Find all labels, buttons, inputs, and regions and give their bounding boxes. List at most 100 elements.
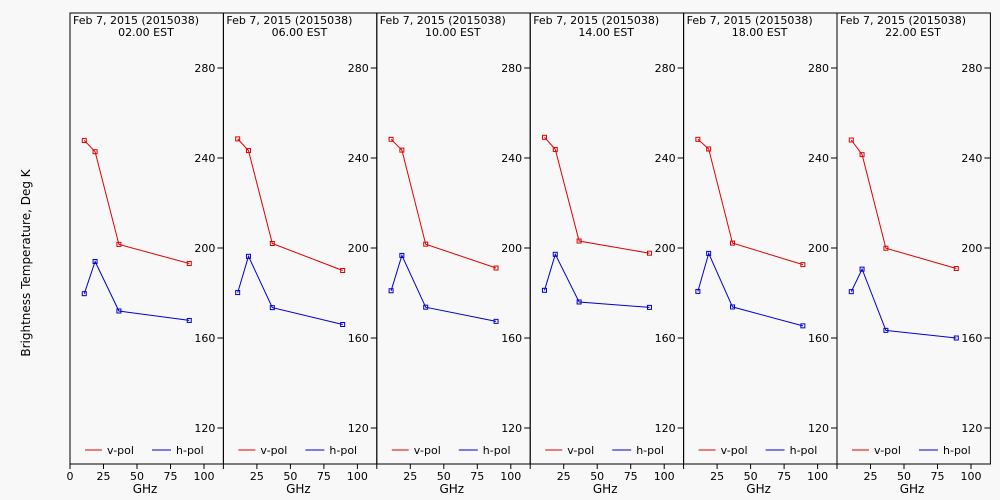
x-tick-label: 25: [710, 470, 724, 483]
v-pol-point: [116, 241, 122, 247]
v-pol-point: [423, 241, 429, 247]
v-pol-line: [544, 136, 650, 254]
panel-date: Feb 7, 2015 (2015038): [73, 14, 199, 27]
h-pol-point: [706, 250, 712, 256]
h-pol-point: [388, 288, 394, 294]
h-pol-line: [83, 260, 190, 321]
y-tick-label: 160: [808, 332, 829, 345]
h-pol-point: [92, 259, 98, 264]
x-tick-label: 50: [897, 470, 911, 483]
h-pol-point: [883, 327, 889, 333]
y-tick-label: 160: [655, 332, 676, 345]
y-tick-label: 120: [348, 422, 369, 435]
panel-time: 22.00 EST: [885, 26, 941, 39]
panel-time: 18.00 EST: [732, 26, 788, 39]
v-pol-point: [340, 268, 346, 273]
y-tick-label: 120: [501, 422, 522, 435]
legend-h-pol-label: h-pol: [483, 444, 511, 457]
legend-v-pol-label: v-pol: [874, 444, 901, 457]
panel-6: Feb 7, 2015 (2015038)22.00 EST 120 160 200 2…: [836, 12, 991, 496]
v-pol-point: [848, 137, 854, 143]
x-tick-label: 25: [864, 470, 878, 483]
x-tick-label: 50: [744, 470, 758, 483]
x-tick-label: 25: [97, 470, 111, 483]
legend-h-pol-label: h-pol: [790, 444, 818, 457]
panel-1: Feb 7, 2015 (2015038)02.00 EST 120 160 200 2…: [67, 12, 224, 496]
h-pol-point: [541, 287, 547, 293]
panels: Feb 7, 2015 (2015038)02.00 EST1201602002…: [67, 12, 991, 496]
panel-2: Feb 7, 2015 (2015038)06.00 EST 120 160 200 2…: [222, 12, 378, 496]
y-tick-label: 240: [501, 152, 522, 165]
panel-4: Feb 7, 2015 (2015038)14.00 EST 120 160 200 2…: [529, 12, 685, 496]
h-pol-line: [390, 253, 497, 322]
legend-v-pol-label: v-pol: [260, 444, 287, 457]
x-tick-label: 75: [931, 470, 945, 483]
x-tick-label: 100: [194, 470, 215, 483]
y-tick-label: 200: [501, 242, 522, 255]
v-pol-point: [706, 146, 712, 152]
y-tick-label: 280: [808, 62, 829, 75]
x-tick-label: 75: [317, 470, 331, 483]
panel-frame: [836, 12, 991, 465]
x-tick-label: 75: [624, 470, 638, 483]
h-pol-point: [269, 305, 275, 311]
h-pol-point: [552, 251, 558, 257]
panel-date: Feb 7, 2015 (2015038): [380, 14, 506, 27]
h-pol-point: [730, 304, 736, 310]
v-pol-point: [859, 152, 865, 158]
v-pol-point: [245, 148, 251, 154]
v-pol-line: [83, 140, 190, 264]
x-tick-label: 100: [500, 470, 521, 483]
v-pol-line: [697, 138, 804, 266]
x-tick-label: 75: [470, 470, 484, 483]
x-tick-label: 50: [590, 470, 604, 483]
v-pol-point: [269, 241, 275, 246]
v-pol-point: [730, 240, 736, 246]
y-tick-label: 200: [194, 242, 215, 255]
y-tick-label: 280: [194, 62, 215, 75]
legend-v-pol-label: v-pol: [107, 444, 134, 457]
v-pol-point: [399, 147, 405, 153]
x-tick-label: 100: [961, 470, 982, 483]
y-tick-label: 240: [961, 152, 982, 165]
v-pol-point: [92, 149, 98, 155]
x-tick-label: 50: [437, 470, 451, 483]
x-tick-label: 100: [654, 470, 675, 483]
panel-date: Feb 7, 2015 (2015038): [687, 14, 813, 27]
x-tick-label: 100: [347, 470, 368, 483]
v-pol-point: [235, 136, 241, 142]
y-tick-label: 120: [194, 422, 215, 435]
panel-time: 10.00 EST: [425, 26, 481, 39]
x-axis-label: GHz: [746, 482, 771, 496]
h-pol-point: [953, 335, 959, 341]
h-pol-point: [81, 291, 87, 297]
v-pol-point: [493, 265, 499, 271]
x-tick-label: 50: [283, 470, 297, 483]
y-tick-label: 280: [655, 62, 676, 75]
v-pol-point: [81, 137, 87, 143]
h-pol-point: [800, 323, 806, 329]
v-pol-point: [186, 261, 192, 267]
x-tick-label: 75: [777, 470, 791, 483]
legend-v-pol-label: v-pol: [414, 444, 441, 457]
x-tick-label: 25: [403, 470, 417, 483]
v-pol-point: [388, 136, 394, 142]
h-pol-point: [695, 288, 701, 294]
legend-h-pol-label: h-pol: [636, 444, 664, 457]
legend-v-pol-label: v-pol: [567, 444, 594, 457]
panel-time: 14.00 EST: [578, 26, 634, 39]
y-tick-label: 240: [808, 152, 829, 165]
h-pol-line: [850, 267, 957, 339]
v-pol-line: [237, 138, 343, 271]
panel-time: 06.00 EST: [272, 26, 328, 39]
h-pol-point: [859, 266, 865, 272]
h-pol-point: [245, 253, 251, 259]
v-pol-point: [576, 238, 582, 244]
h-pol-point: [493, 318, 499, 324]
panel-date: Feb 7, 2015 (2015038): [533, 14, 659, 27]
v-pol-line: [850, 139, 957, 269]
v-pol-point: [552, 146, 558, 152]
y-tick-label: 160: [501, 332, 522, 345]
v-pol-point: [800, 262, 806, 268]
